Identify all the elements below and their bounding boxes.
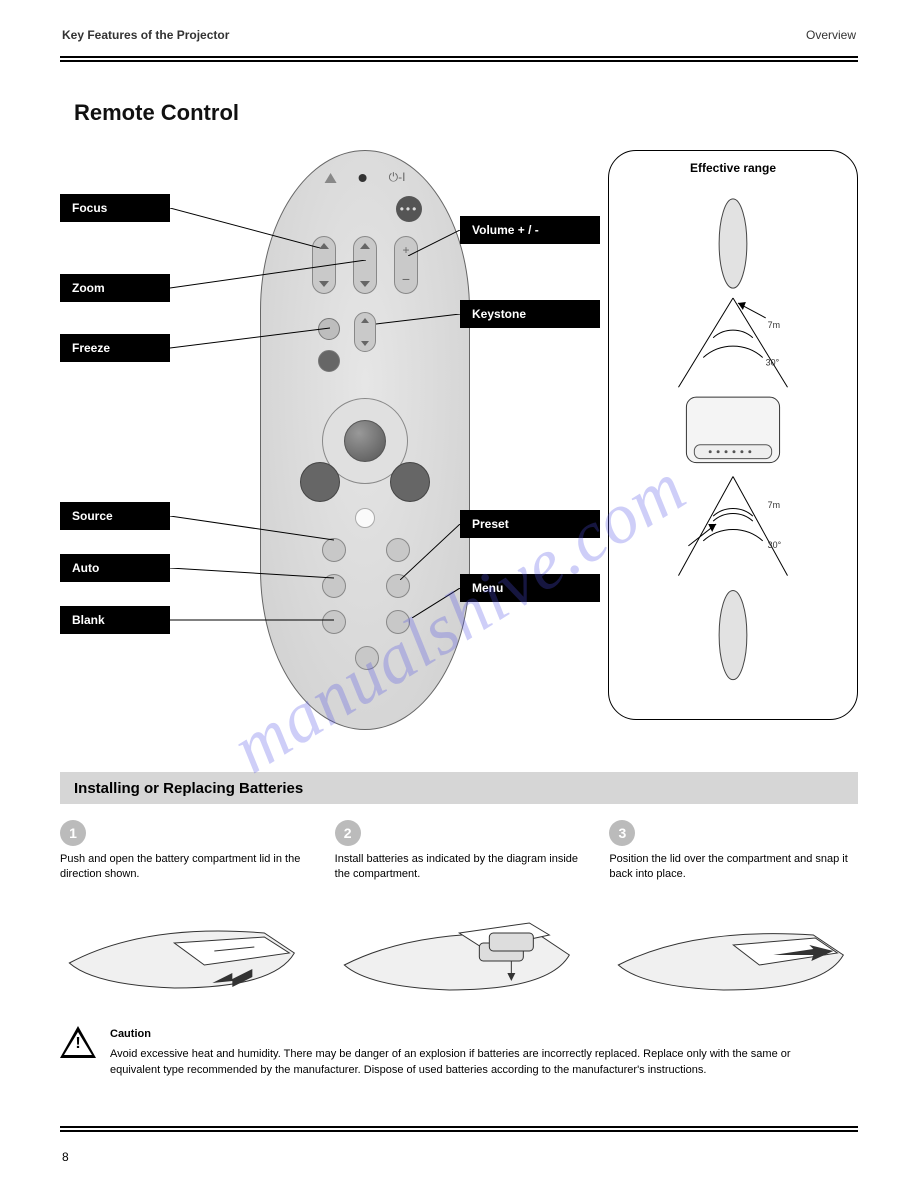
- keystone-rocker: [354, 312, 376, 352]
- label-menu: Menu: [460, 574, 600, 602]
- range-top-dist: 7m: [768, 320, 780, 330]
- mouse-right-ear: [390, 462, 430, 502]
- effective-range-diagram: 7m 30° 7m 30°: [619, 189, 847, 695]
- battery-step-3: 3 Position the lid over the compartment …: [609, 820, 858, 1008]
- caution-title: Caution: [110, 1026, 830, 1043]
- leader-focus: [170, 208, 320, 248]
- battery-step-2: 2 Install batteries as indicated by the …: [335, 820, 584, 1008]
- label-freeze: Freeze: [60, 334, 170, 362]
- center-white-button: [355, 508, 375, 528]
- page-root: Key Features of the Projector Overview R…: [0, 0, 918, 1188]
- effective-range-title: Effective range: [609, 161, 857, 175]
- leader-keystone: [376, 314, 460, 328]
- diagram-zone: ⏻-I ••• +−: [60, 140, 858, 760]
- bottom-rule: [60, 1126, 858, 1132]
- content-area: ⏻-I ••• +−: [60, 140, 858, 760]
- label-volume: Volume + / -: [460, 216, 600, 244]
- step-number: 3: [609, 820, 635, 846]
- section-title: Remote Control: [74, 100, 239, 126]
- step-3-illustration: [609, 893, 858, 1003]
- bottom-center-dot: [355, 646, 379, 670]
- label-auto: Auto: [60, 554, 170, 582]
- dark-button-1: [318, 350, 340, 372]
- leader-volume: [408, 230, 460, 256]
- battery-step-1: 1 Push and open the battery compartment …: [60, 820, 309, 1008]
- menu-button-dot: [386, 610, 410, 634]
- step-number: 1: [60, 820, 86, 846]
- remote-top-icons: ⏻-I: [325, 170, 406, 185]
- effective-range-panel: Effective range 7m 30°: [608, 150, 858, 720]
- step-2-illustration: [335, 893, 584, 1003]
- joystick-knob: [344, 420, 386, 462]
- label-zoom: Zoom: [60, 274, 170, 302]
- range-bot-dist: 7m: [768, 500, 780, 510]
- step-text: Install batteries as indicated by the di…: [335, 852, 584, 883]
- menu-dots-icon: •••: [396, 196, 422, 222]
- battery-steps: 1 Push and open the battery compartment …: [60, 820, 858, 1008]
- label-keystone: Keystone: [460, 300, 600, 328]
- page-number: 8: [62, 1150, 69, 1164]
- mouse-left-ear: [300, 462, 340, 502]
- label-focus: Focus: [60, 194, 170, 222]
- header-left: Key Features of the Projector: [62, 28, 229, 42]
- label-source: Source: [60, 502, 170, 530]
- top-rule: [60, 56, 858, 62]
- leader-freeze: [170, 326, 330, 350]
- step-text: Push and open the battery compartment li…: [60, 852, 309, 883]
- leader-menu: [412, 588, 460, 618]
- step-1-illustration: [60, 893, 309, 1003]
- label-blank: Blank: [60, 606, 170, 634]
- leader-source: [170, 516, 334, 548]
- battery-section-title: Installing or Replacing Batteries: [60, 772, 858, 804]
- leader-auto: [170, 568, 334, 588]
- caution-body: Avoid excessive heat and humidity. There…: [110, 1048, 791, 1077]
- label-preset: Preset: [460, 510, 600, 538]
- header-right: Overview: [806, 28, 856, 42]
- caution-row: ! Caution Avoid excessive heat and humid…: [60, 1026, 830, 1079]
- led-icon: [359, 174, 367, 182]
- range-bot-angle: 30°: [768, 540, 782, 550]
- leader-blank: [170, 618, 334, 630]
- leader-zoom: [170, 260, 366, 292]
- leader-preset: [400, 524, 460, 580]
- caution-text: Caution Avoid excessive heat and humidit…: [110, 1026, 830, 1079]
- step-text: Position the lid over the compartment an…: [609, 852, 858, 883]
- power-icon: ⏻-I: [389, 170, 406, 185]
- range-top-angle: 30°: [766, 357, 780, 367]
- step-number: 2: [335, 820, 361, 846]
- laser-icon: [325, 173, 337, 183]
- caution-icon: !: [60, 1026, 96, 1058]
